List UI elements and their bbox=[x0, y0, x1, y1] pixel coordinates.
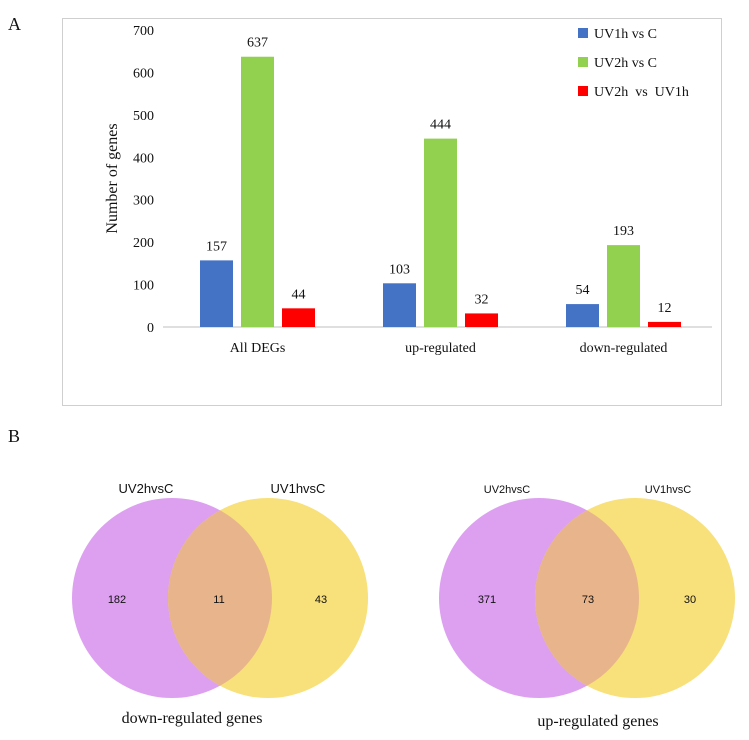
venn-1-intersection-value: 73 bbox=[582, 594, 594, 606]
venn-1-only-left-value: 371 bbox=[478, 594, 496, 606]
legend-label-1: UV2h vs C bbox=[594, 56, 657, 71]
venn-diagrams: UV2hvsC UV1hvsC 182 11 43 down-regulated gene… bbox=[72, 481, 735, 730]
data-label-2-0: 54 bbox=[576, 283, 590, 298]
panel-label-b: B bbox=[8, 426, 21, 446]
bar-2-2 bbox=[648, 321, 681, 327]
y-axis-label: Number of genes bbox=[104, 123, 121, 233]
venn-1-set-right: UV1hvsC bbox=[645, 484, 692, 496]
venn-1-only-right-value: 30 bbox=[684, 594, 696, 606]
bar-1-1 bbox=[424, 138, 457, 327]
y-tick-label-400: 400 bbox=[133, 151, 154, 166]
venn-1-title: up-regulated genes bbox=[537, 713, 658, 730]
data-label-1-1: 444 bbox=[430, 118, 451, 133]
data-label-2-2: 12 bbox=[658, 301, 672, 316]
venn-0-only-left-value: 182 bbox=[108, 594, 126, 606]
data-label-1-2: 32 bbox=[475, 292, 489, 307]
venn-0-set-left: UV2hvsC bbox=[119, 481, 174, 496]
data-label-0-0: 157 bbox=[206, 239, 227, 254]
x-tick-label-1: up-regulated bbox=[405, 341, 476, 356]
bar-chart: 0 100 200 300 400 500 600 700 Number of genes 157… bbox=[104, 24, 712, 356]
y-tick-label-500: 500 bbox=[133, 109, 154, 124]
x-tick-label-2: down-regulated bbox=[580, 341, 668, 356]
bar-2-1 bbox=[607, 245, 640, 327]
y-tick-label-300: 300 bbox=[133, 194, 154, 209]
bar-0-2 bbox=[282, 308, 315, 327]
bar-0-1 bbox=[241, 56, 274, 327]
venn-0-set-right: UV1hvsC bbox=[271, 481, 326, 496]
venn-0-overlap bbox=[168, 498, 272, 698]
bar-1-2 bbox=[465, 313, 498, 327]
data-label-0-1: 637 bbox=[247, 36, 268, 51]
venn-0-only-right-value: 43 bbox=[315, 594, 327, 606]
bar-1-0 bbox=[383, 283, 416, 327]
y-tick-label-600: 600 bbox=[133, 66, 154, 81]
legend-swatch-1 bbox=[578, 57, 588, 67]
bar-0-0 bbox=[200, 260, 233, 327]
y-tick-label-0: 0 bbox=[147, 321, 154, 336]
x-tick-label-0: All DEGs bbox=[230, 341, 286, 356]
venn-1-set-left: UV2hvsC bbox=[484, 484, 531, 496]
venn-0-title: down-regulated genes bbox=[122, 710, 263, 727]
panel-label-a: A bbox=[8, 14, 21, 34]
venn-0: UV2hvsC UV1hvsC 182 11 43 down-regulated gene… bbox=[72, 481, 368, 727]
venn-0-intersection-value: 11 bbox=[213, 594, 224, 606]
bar-2-0 bbox=[566, 304, 599, 327]
y-tick-label-700: 700 bbox=[133, 24, 154, 39]
data-label-2-1: 193 bbox=[613, 224, 634, 239]
bar-chart-frame bbox=[62, 18, 722, 406]
legend-swatch-0 bbox=[578, 28, 588, 38]
legend-swatch-2 bbox=[578, 86, 588, 96]
legend-label-2: UV2h vs UV1h bbox=[594, 85, 689, 100]
venn-1: UV2hvsC UV1hvsC 371 73 30 up-regulated genes bbox=[439, 484, 735, 730]
legend: UV1h vs C UV2h vs C UV2h vs UV1h bbox=[578, 27, 689, 100]
data-label-0-2: 44 bbox=[292, 287, 306, 302]
data-label-1-0: 103 bbox=[389, 262, 410, 277]
y-tick-label-200: 200 bbox=[133, 236, 154, 251]
y-tick-label-100: 100 bbox=[133, 279, 154, 294]
legend-label-0: UV1h vs C bbox=[594, 27, 657, 42]
venn-1-overlap bbox=[535, 498, 639, 698]
